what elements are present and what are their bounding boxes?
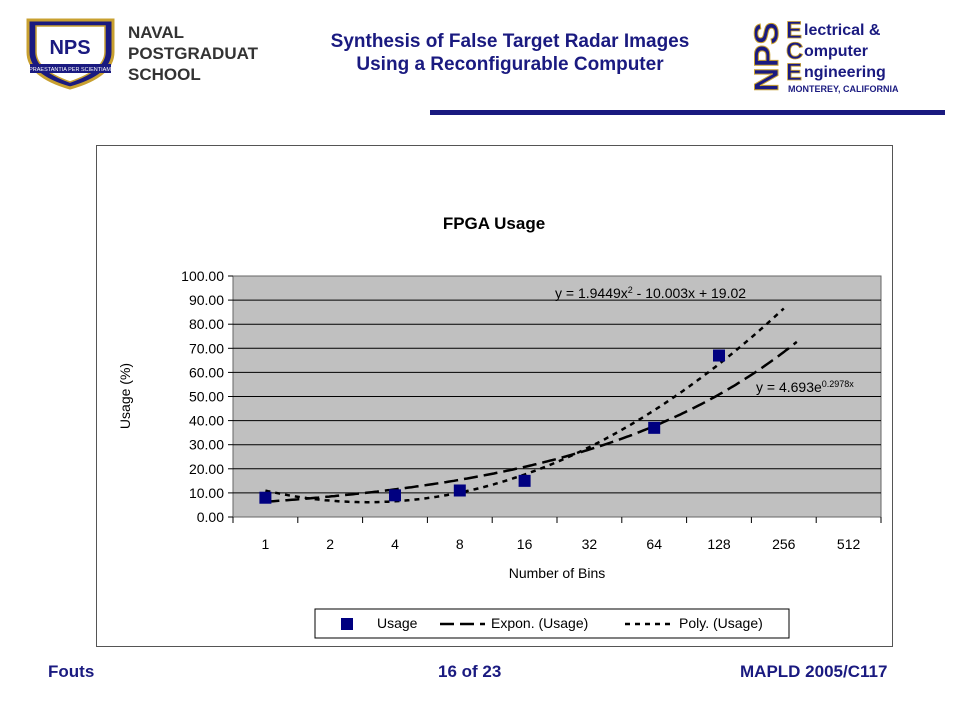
x-tick-label: 256 [772, 536, 796, 552]
x-tick-label: 1 [262, 536, 270, 552]
title-line-2: Using a Reconfigurable Computer [356, 54, 664, 75]
y-tick-label: 10.00 [189, 485, 224, 501]
ece-mark: NPS [748, 22, 786, 92]
legend-poly: Poly. (Usage) [679, 615, 763, 631]
footer-page: 16 of 23 [438, 662, 502, 681]
ece-line-2: omputer [804, 43, 868, 60]
data-point [259, 491, 272, 504]
y-tick-label: 20.00 [189, 461, 224, 477]
data-point [389, 489, 401, 502]
x-tick-label: 16 [517, 536, 533, 552]
x-tick-label: 128 [707, 536, 731, 552]
x-tick-label: 64 [646, 536, 662, 552]
chart-frame: FPGA Usage 0.00 10.00 20.00 30.00 40.00 50.00… [96, 145, 893, 647]
title-line-1: Synthesis of False Target Radar Images [330, 31, 690, 52]
data-point [453, 484, 466, 497]
y-tick-label: 40.00 [189, 413, 224, 429]
y-axis-label: Usage (%) [117, 363, 133, 429]
footer-conference: MAPLD 2005/C117 [740, 662, 888, 681]
trendline-expon [265, 340, 798, 504]
y-tick-label: 100.00 [181, 268, 224, 284]
footer-author: Fouts [48, 662, 95, 681]
nps-badge-text: NPS [49, 37, 90, 59]
slide-title: Synthesis of False Target Radar Images U… [290, 30, 730, 76]
logo-line-2: POSTGRADUATE [128, 44, 258, 63]
y-tick-label: 90.00 [189, 292, 224, 308]
data-point [713, 349, 725, 362]
x-axis-label: Number of Bins [509, 565, 605, 581]
x-tick-label: 32 [582, 536, 598, 552]
legend-expon: Expon. (Usage) [491, 615, 588, 631]
nps-motto: PRAESTANTIA PER SCIENTIAM [29, 67, 111, 73]
y-tick-label: 60.00 [189, 364, 224, 380]
ece-initial-2: C [786, 38, 803, 65]
chart-legend: Usage Expon. (Usage) Poly. (Usage) [314, 608, 790, 639]
x-tick-label: 4 [391, 536, 399, 552]
chart-title: FPGA Usage [443, 214, 545, 233]
x-tick-label: 512 [837, 536, 861, 552]
y-tick-label: 50.00 [189, 389, 224, 405]
x-tick-label: 8 [456, 536, 464, 552]
header-rule [430, 110, 945, 115]
logo-line-3: SCHOOL [128, 65, 201, 84]
legend-marker-usage [341, 618, 353, 630]
x-tick-label: 2 [326, 536, 334, 552]
ece-location: MONTEREY, CALIFORNIA [788, 84, 899, 94]
legend-usage: Usage [377, 615, 418, 631]
nps-logo: NPS PRAESTANTIA PER SCIENTIAM NAVAL POST… [18, 12, 269, 97]
logo-line-1: NAVAL [128, 23, 184, 42]
data-point [648, 421, 661, 434]
y-tick-label: 0.00 [197, 509, 224, 525]
ece-initial-1: E [786, 17, 802, 44]
ece-line-3: ngineering [804, 64, 886, 81]
y-tick-label: 70.00 [189, 340, 224, 356]
y-tick-label: 30.00 [189, 437, 224, 453]
expon-equation: y = 4.693e0.2978x [756, 379, 854, 395]
fpga-usage-chart: FPGA Usage 0.00 10.00 20.00 30.00 40.00 50.00… [117, 214, 882, 639]
data-point [518, 474, 531, 487]
ece-logo: NPS E lectrical & C omputer E ngineering… [748, 12, 948, 107]
trendline-poly [265, 307, 785, 504]
poly-equation: y = 1.9449x2 - 10.003x + 19.02 [555, 285, 746, 301]
ece-initial-3: E [786, 59, 802, 86]
y-tick-label: 80.00 [189, 316, 224, 332]
ece-line-1: lectrical & [804, 22, 881, 39]
